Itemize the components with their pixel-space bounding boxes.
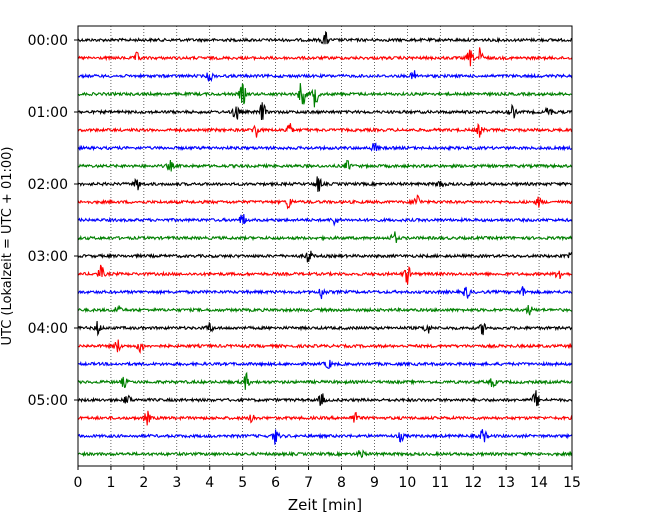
- x-tick-label-10: 10: [398, 475, 416, 491]
- trace-0245: [77, 231, 573, 243]
- x-tick-label-3: 3: [172, 475, 181, 491]
- y-tick-label-0500: 05:00: [28, 393, 68, 409]
- x-tick-label-4: 4: [205, 475, 214, 491]
- trace-0200: [77, 176, 573, 192]
- x-tick-label-6: 6: [271, 475, 280, 491]
- y-tick-label-0400: 04:00: [28, 321, 68, 337]
- x-tick-label-7: 7: [304, 475, 313, 491]
- trace-0515: [77, 410, 573, 426]
- plot-frame: [77, 25, 573, 467]
- trace-0015: [77, 47, 573, 67]
- trace-0215: [77, 194, 573, 210]
- x-tick-label-13: 13: [497, 475, 515, 491]
- trace-0230: [77, 214, 573, 227]
- trace-0330: [77, 286, 573, 300]
- x-tick-label-12: 12: [464, 475, 482, 491]
- trace-0445: [77, 371, 573, 390]
- trace-0130: [77, 142, 573, 152]
- x-tick-label-9: 9: [370, 475, 379, 491]
- trace-0145: [77, 159, 573, 172]
- trace-0115: [77, 122, 573, 138]
- trace-0415: [77, 339, 573, 354]
- trace-0345: [78, 304, 573, 316]
- x-tick-label-0: 0: [74, 475, 83, 491]
- x-tick-label-15: 15: [563, 475, 581, 491]
- trace-0300: [77, 250, 573, 263]
- x-tick-label-5: 5: [238, 475, 247, 491]
- y-axis-label: UTC (Lokalzeit = UTC + 01:00): [0, 147, 15, 346]
- y-axis-ticks: 00:00 01:00 02:00 03:00 04:00 05:00: [28, 33, 78, 409]
- y-tick-label-0000: 00:00: [28, 33, 68, 49]
- x-axis-ticks: 0 1 2 3 4 5 6 7 8 9 10 11 12 13 14 15: [74, 466, 581, 491]
- trace-0500: [77, 390, 573, 407]
- trace-0315: [77, 264, 573, 285]
- trace-layer: [77, 30, 573, 459]
- trace-0045: [77, 83, 573, 108]
- x-axis-label: Zeit [min]: [288, 496, 362, 514]
- x-tick-label-1: 1: [106, 475, 115, 491]
- y-tick-label-0300: 03:00: [28, 249, 68, 265]
- x-tick-label-11: 11: [431, 475, 449, 491]
- x-tick-label-2: 2: [139, 475, 148, 491]
- y-tick-label-0100: 01:00: [28, 105, 68, 121]
- trace-0100: [77, 102, 573, 121]
- trace-0430: [77, 359, 573, 369]
- trace-0400: [77, 320, 573, 337]
- y-tick-label-0200: 02:00: [28, 177, 68, 193]
- x-tick-label-14: 14: [530, 475, 548, 491]
- x-tick-label-8: 8: [337, 475, 346, 491]
- trace-0000: [77, 30, 572, 45]
- grid-lines: [110, 26, 540, 466]
- trace-0530: [77, 429, 573, 445]
- trace-0030: [77, 70, 573, 83]
- trace-0545: [77, 449, 573, 459]
